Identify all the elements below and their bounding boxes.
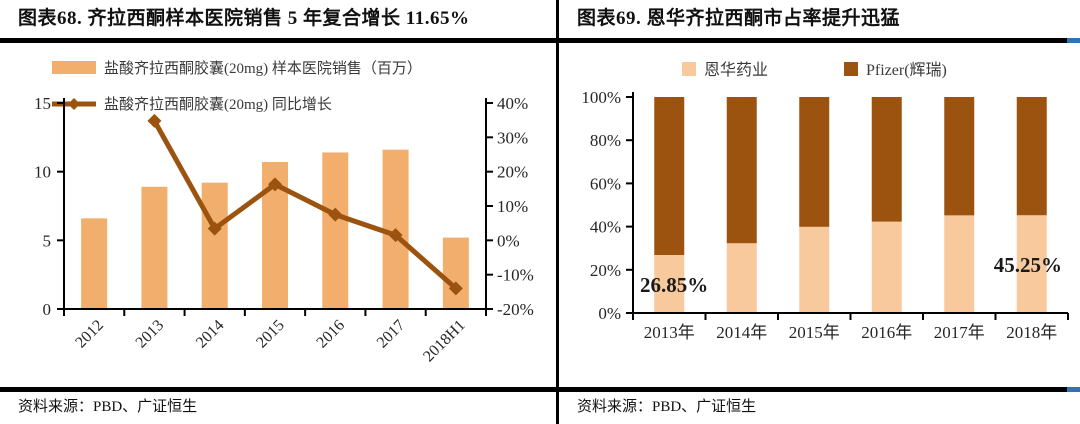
legend-pfizer-swatch bbox=[844, 62, 858, 76]
legend-bar-label: 盐酸齐拉西酮胶囊(20mg) 样本医院销售（百万） bbox=[104, 59, 422, 77]
enhua-segment bbox=[944, 215, 975, 313]
sales-bar bbox=[442, 237, 469, 309]
sales-bar bbox=[201, 182, 228, 309]
diamond-marker bbox=[147, 113, 162, 128]
right-axis-tick: 20% bbox=[497, 163, 528, 182]
left-axis-tick: 15 bbox=[34, 94, 51, 113]
legend-enhua-label: 恩华药业 bbox=[704, 61, 768, 79]
right-axis-tick: 40% bbox=[497, 94, 528, 113]
pfizer-segment bbox=[871, 97, 902, 222]
pfizer-segment bbox=[726, 97, 757, 244]
panel-figure-69: 图表69. 恩华齐拉西酮市占率提升迅猛 恩华药业 Pfizer(辉瑞) 0% 20% 4… bbox=[559, 0, 1080, 424]
y-axis-tick: 100% bbox=[581, 88, 621, 107]
enhua-segment bbox=[1016, 215, 1047, 313]
share-data-label: 26.85% bbox=[640, 273, 708, 297]
combo-chart-svg: 盐酸齐拉西酮胶囊(20mg) 样本医院销售（百万） 盐酸齐拉西酮胶囊(20mg) … bbox=[34, 59, 534, 365]
diamond-marker bbox=[268, 177, 282, 192]
left-axis-tick: 10 bbox=[34, 163, 51, 182]
pfizer-segment bbox=[799, 97, 830, 227]
diamond-marker bbox=[207, 221, 222, 236]
sales-bar bbox=[322, 152, 349, 309]
enhua-segment bbox=[654, 255, 685, 313]
pfizer-segment bbox=[1016, 97, 1047, 216]
x-category-label: 2018年 bbox=[1006, 323, 1057, 342]
panel-divider bbox=[556, 0, 559, 424]
y-axis-tick: 20% bbox=[590, 261, 621, 280]
right-axis-tick: 10% bbox=[497, 197, 528, 216]
right-axis-tick: -10% bbox=[497, 266, 534, 285]
figure-69-chart: 恩华药业 Pfizer(辉瑞) 0% 20% 40% 60% 80% 100% 2013年 201… bbox=[559, 43, 1080, 392]
x-category-label: 2014 bbox=[193, 317, 228, 352]
y-axis-tick: 80% bbox=[590, 131, 621, 150]
enhua-segment bbox=[799, 226, 830, 313]
x-category-label: 2013 bbox=[133, 317, 168, 352]
diamond-marker bbox=[328, 207, 343, 222]
stacked-chart-svg: 恩华药业 Pfizer(辉瑞) 0% 20% 40% 60% 80% 100% 2013年 201… bbox=[581, 61, 1069, 342]
y-axis-tick: 0% bbox=[598, 304, 621, 323]
y-axis-tick: 60% bbox=[590, 174, 621, 193]
diamond-marker bbox=[68, 98, 80, 110]
x-category-label: 2016年 bbox=[861, 323, 912, 342]
panel-figure-68: 图表68. 齐拉西酮样本医院销售 5 年复合增长 11.65% 盐酸齐拉西酮胶囊… bbox=[0, 0, 556, 415]
figure-68-title: 图表68. 齐拉西酮样本医院销售 5 年复合增长 11.65% bbox=[0, 0, 556, 43]
figure-68-bottom-rule bbox=[0, 387, 556, 392]
enhua-segment bbox=[726, 243, 757, 313]
enhua-segment bbox=[871, 221, 902, 313]
x-category-label: 2018H1 bbox=[420, 317, 468, 365]
diamond-marker bbox=[388, 228, 403, 243]
figure-69-source: 资料来源：PBD、广证恒生 bbox=[577, 399, 757, 415]
x-category-label: 2017年 bbox=[934, 323, 985, 342]
legend-pfizer-label: Pfizer(辉瑞) bbox=[866, 61, 947, 79]
x-category-label: 2013年 bbox=[644, 323, 695, 342]
legend-line-label: 盐酸齐拉西酮胶囊(20mg) 同比增长 bbox=[104, 96, 332, 113]
legend-enhua-swatch bbox=[682, 62, 696, 76]
pfizer-segment bbox=[944, 97, 975, 216]
blue-accent-title bbox=[1067, 38, 1080, 43]
legend-bar-swatch bbox=[52, 61, 96, 74]
diamond-marker bbox=[448, 281, 463, 296]
x-category-label: 2015 bbox=[253, 317, 288, 352]
right-axis-tick: 0% bbox=[497, 231, 520, 250]
growth-line bbox=[152, 119, 458, 291]
y-axis-tick: 40% bbox=[590, 218, 621, 237]
figure-69-title: 图表69. 恩华齐拉西酮市占率提升迅猛 bbox=[559, 0, 1080, 43]
sales-bar bbox=[81, 218, 108, 309]
x-category-label: 2012 bbox=[72, 317, 107, 352]
left-axis-tick: 0 bbox=[43, 300, 52, 319]
left-axis-tick: 5 bbox=[43, 231, 52, 250]
figure-68-source: 资料来源：PBD、广证恒生 bbox=[18, 399, 198, 415]
figure-69-bottom-rule bbox=[559, 387, 1080, 392]
right-axis-tick: -20% bbox=[497, 300, 534, 319]
sales-bar bbox=[141, 186, 168, 309]
figure-68-chart: 盐酸齐拉西酮胶囊(20mg) 样本医院销售（百万） 盐酸齐拉西酮胶囊(20mg) … bbox=[0, 43, 556, 392]
right-axis-tick: 30% bbox=[497, 128, 528, 147]
share-data-label: 45.25% bbox=[994, 253, 1062, 277]
blue-accent-rule bbox=[1067, 387, 1080, 392]
x-category-label: 2017 bbox=[374, 317, 409, 352]
x-category-label: 2015年 bbox=[789, 323, 840, 342]
pfizer-segment bbox=[654, 97, 685, 256]
x-category-label: 2014年 bbox=[716, 323, 767, 342]
x-category-label: 2016 bbox=[313, 317, 348, 352]
